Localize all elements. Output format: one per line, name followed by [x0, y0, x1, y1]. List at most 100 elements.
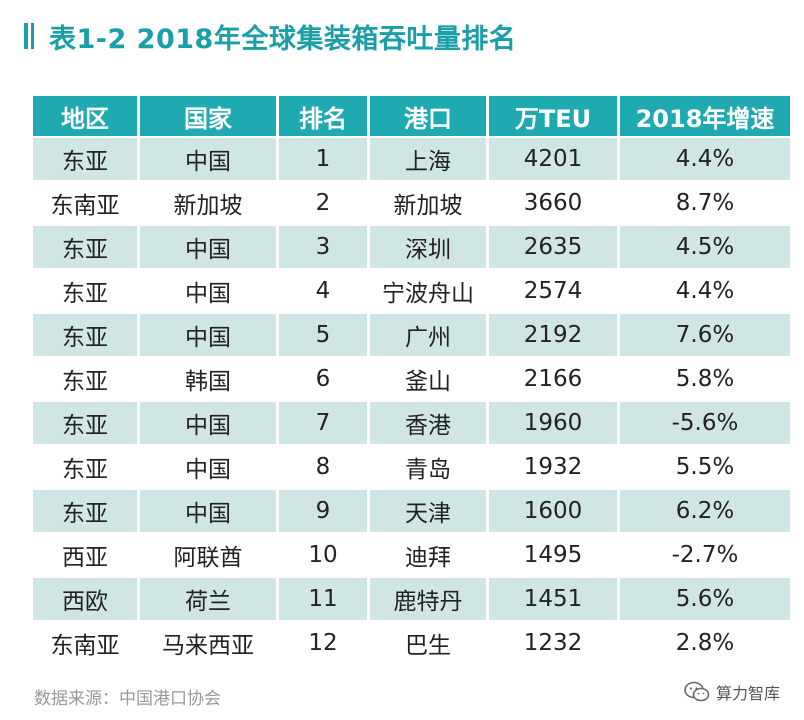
cell-teu: 1960: [489, 402, 617, 444]
table-row: 东亚 中国 3 深圳 2635 4.5%: [33, 226, 790, 268]
cell-teu: 2166: [489, 358, 617, 400]
cell-region: 东亚: [33, 270, 137, 312]
cell-teu: 3660: [489, 182, 617, 224]
cell-growth: -5.6%: [620, 402, 790, 444]
port-ranking-table: 地区 国家 排名 港口 万TEU 2018年增速 东亚 中国 1 上海 4201 4.4%…: [30, 94, 793, 666]
cell-rank: 2: [279, 182, 367, 224]
cell-port: 香港: [370, 402, 486, 444]
cell-country: 中国: [140, 490, 276, 532]
table-row: 东南亚 马来西亚 12 巴生 1232 2.8%: [33, 622, 790, 664]
table-row: 东亚 中国 9 天津 1600 6.2%: [33, 490, 790, 532]
table-row: 东亚 中国 4 宁波舟山 2574 4.4%: [33, 270, 790, 312]
cell-region: 东亚: [33, 358, 137, 400]
cell-teu: 1932: [489, 446, 617, 488]
cell-country: 中国: [140, 402, 276, 444]
cell-teu: 2192: [489, 314, 617, 356]
cell-region: 东亚: [33, 314, 137, 356]
table-row: 东南亚 新加坡 2 新加坡 3660 8.7%: [33, 182, 790, 224]
cell-port: 天津: [370, 490, 486, 532]
cell-region: 东南亚: [33, 182, 137, 224]
cell-growth: 4.5%: [620, 226, 790, 268]
cell-region: 西欧: [33, 578, 137, 620]
cell-port: 巴生: [370, 622, 486, 664]
cell-growth: 4.4%: [620, 138, 790, 180]
cell-port: 深圳: [370, 226, 486, 268]
cell-growth: 6.2%: [620, 490, 790, 532]
cell-teu: 1451: [489, 578, 617, 620]
cell-teu: 2635: [489, 226, 617, 268]
cell-rank: 8: [279, 446, 367, 488]
column-header-country: 国家: [140, 96, 276, 136]
table-header-row: 地区 国家 排名 港口 万TEU 2018年增速: [33, 96, 790, 136]
cell-country: 马来西亚: [140, 622, 276, 664]
table-row: 东亚 中国 8 青岛 1932 5.5%: [33, 446, 790, 488]
cell-growth: 4.4%: [620, 270, 790, 312]
cell-rank: 5: [279, 314, 367, 356]
cell-region: 东亚: [33, 402, 137, 444]
table-body: 东亚 中国 1 上海 4201 4.4% 东南亚 新加坡 2 新加坡 3660 8.7% 东亚 中国 3 深圳…: [33, 138, 790, 664]
cell-region: 东亚: [33, 226, 137, 268]
cell-rank: 9: [279, 490, 367, 532]
source-note: 数据来源：中国港口协会: [34, 689, 221, 709]
cell-country: 中国: [140, 314, 276, 356]
cell-growth: 5.6%: [620, 578, 790, 620]
cell-growth: 8.7%: [620, 182, 790, 224]
cell-teu: 1495: [489, 534, 617, 576]
cell-country: 中国: [140, 446, 276, 488]
cell-country: 中国: [140, 226, 276, 268]
cell-port: 宁波舟山: [370, 270, 486, 312]
table-row: 东亚 中国 7 香港 1960 -5.6%: [33, 402, 790, 444]
cell-growth: 2.8%: [620, 622, 790, 664]
cell-teu: 4201: [489, 138, 617, 180]
cell-port: 新加坡: [370, 182, 486, 224]
cell-rank: 12: [279, 622, 367, 664]
cell-region: 东亚: [33, 490, 137, 532]
cell-teu: 2574: [489, 270, 617, 312]
cell-growth: 5.8%: [620, 358, 790, 400]
cell-rank: 7: [279, 402, 367, 444]
cell-port: 广州: [370, 314, 486, 356]
cell-region: 东南亚: [33, 622, 137, 664]
cell-port: 青岛: [370, 446, 486, 488]
table-row: 西欧 荷兰 11 鹿特丹 1451 5.6%: [33, 578, 790, 620]
cell-country: 中国: [140, 138, 276, 180]
column-header-rank: 排名: [279, 96, 367, 136]
cell-country: 中国: [140, 270, 276, 312]
table-row: 东亚 韩国 6 釜山 2166 5.8%: [33, 358, 790, 400]
cell-country: 韩国: [140, 358, 276, 400]
cell-rank: 11: [279, 578, 367, 620]
cell-rank: 10: [279, 534, 367, 576]
cell-growth: 5.5%: [620, 446, 790, 488]
cell-teu: 1232: [489, 622, 617, 664]
page-title: 表1-2 2018年全球集装箱吞吐量排名: [49, 23, 517, 55]
column-header-region: 地区: [33, 96, 137, 136]
cell-rank: 3: [279, 226, 367, 268]
cell-growth: 7.6%: [620, 314, 790, 356]
table-row: 东亚 中国 1 上海 4201 4.4%: [33, 138, 790, 180]
cell-rank: 6: [279, 358, 367, 400]
cell-port: 迪拜: [370, 534, 486, 576]
title-bars-icon: [24, 23, 37, 49]
brand-watermark: 算力智库: [684, 680, 780, 704]
cell-rank: 1: [279, 138, 367, 180]
table-row: 西亚 阿联酋 10 迪拜 1495 -2.7%: [33, 534, 790, 576]
cell-region: 东亚: [33, 446, 137, 488]
cell-port: 上海: [370, 138, 486, 180]
cell-country: 阿联酋: [140, 534, 276, 576]
cell-teu: 1600: [489, 490, 617, 532]
cell-rank: 4: [279, 270, 367, 312]
brand-name: 算力智库: [715, 684, 780, 703]
cell-port: 鹿特丹: [370, 578, 486, 620]
cell-growth: -2.7%: [620, 534, 790, 576]
table-row: 东亚 中国 5 广州 2192 7.6%: [33, 314, 790, 356]
cell-region: 西亚: [33, 534, 137, 576]
column-header-growth: 2018年增速: [620, 96, 790, 136]
cell-port: 釜山: [370, 358, 486, 400]
title-bar: 表1-2 2018年全球集装箱吞吐量排名: [24, 14, 516, 58]
cell-country: 荷兰: [140, 578, 276, 620]
column-header-teu: 万TEU: [489, 96, 617, 136]
wechat-icon: [684, 681, 710, 702]
cell-region: 东亚: [33, 138, 137, 180]
cell-country: 新加坡: [140, 182, 276, 224]
column-header-port: 港口: [370, 96, 486, 136]
